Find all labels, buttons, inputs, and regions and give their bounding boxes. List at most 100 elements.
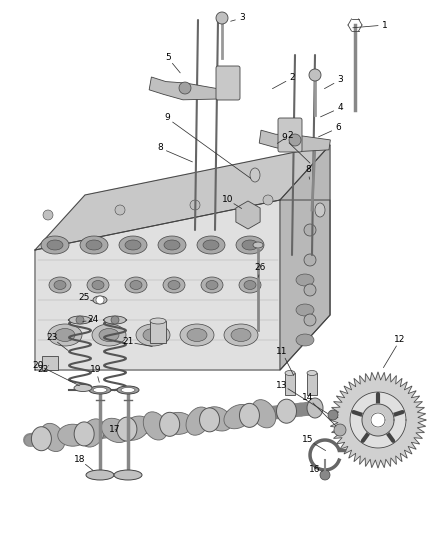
Circle shape: [304, 314, 316, 326]
Text: 15: 15: [302, 435, 314, 445]
Ellipse shape: [197, 236, 225, 254]
Text: 3: 3: [337, 76, 343, 85]
Ellipse shape: [204, 407, 232, 431]
Ellipse shape: [101, 418, 130, 442]
FancyBboxPatch shape: [216, 66, 240, 100]
Ellipse shape: [186, 407, 210, 435]
FancyBboxPatch shape: [278, 118, 302, 152]
Ellipse shape: [244, 280, 256, 289]
Ellipse shape: [251, 400, 276, 428]
Ellipse shape: [158, 236, 186, 254]
Ellipse shape: [296, 334, 314, 346]
Ellipse shape: [239, 277, 261, 293]
Text: 2: 2: [289, 74, 295, 83]
Ellipse shape: [285, 370, 295, 376]
Text: 9: 9: [164, 114, 170, 123]
Ellipse shape: [93, 296, 107, 304]
Ellipse shape: [168, 280, 180, 289]
Ellipse shape: [250, 168, 260, 182]
Text: 8: 8: [157, 143, 163, 152]
Ellipse shape: [203, 240, 219, 250]
Text: 5: 5: [165, 53, 171, 62]
Ellipse shape: [125, 277, 147, 293]
Text: 25: 25: [78, 294, 90, 303]
Circle shape: [216, 12, 228, 24]
Ellipse shape: [81, 419, 105, 447]
Ellipse shape: [143, 328, 163, 342]
Ellipse shape: [32, 427, 51, 451]
Circle shape: [328, 410, 338, 420]
Text: 1: 1: [382, 20, 388, 29]
Ellipse shape: [69, 316, 91, 324]
Ellipse shape: [130, 280, 142, 289]
Polygon shape: [362, 404, 394, 436]
Circle shape: [304, 224, 316, 236]
Text: 21: 21: [122, 337, 134, 346]
Ellipse shape: [187, 328, 207, 342]
Ellipse shape: [224, 405, 252, 429]
Ellipse shape: [136, 324, 170, 346]
Ellipse shape: [89, 386, 111, 394]
Ellipse shape: [201, 277, 223, 293]
Ellipse shape: [231, 328, 251, 342]
Polygon shape: [350, 392, 406, 448]
Ellipse shape: [117, 417, 137, 441]
Ellipse shape: [315, 203, 325, 217]
Ellipse shape: [47, 240, 63, 250]
Bar: [307, 373, 317, 395]
Ellipse shape: [117, 386, 139, 394]
Text: 6: 6: [335, 124, 341, 133]
Ellipse shape: [276, 399, 297, 423]
Ellipse shape: [296, 304, 314, 316]
Text: 8: 8: [305, 166, 311, 174]
Ellipse shape: [114, 470, 142, 480]
Ellipse shape: [206, 280, 218, 289]
Circle shape: [111, 316, 119, 324]
Circle shape: [334, 424, 346, 436]
Ellipse shape: [74, 422, 94, 446]
Ellipse shape: [307, 398, 323, 418]
Ellipse shape: [159, 413, 180, 437]
Text: 9: 9: [281, 133, 287, 142]
Text: 12: 12: [394, 335, 406, 344]
Ellipse shape: [58, 424, 88, 446]
Text: 17: 17: [109, 425, 121, 434]
Ellipse shape: [93, 387, 107, 392]
Ellipse shape: [296, 274, 314, 286]
Ellipse shape: [164, 240, 180, 250]
Ellipse shape: [41, 236, 69, 254]
Ellipse shape: [54, 280, 66, 289]
Ellipse shape: [307, 370, 317, 376]
Ellipse shape: [143, 412, 167, 440]
Circle shape: [304, 254, 316, 266]
Circle shape: [190, 200, 200, 210]
Ellipse shape: [240, 403, 259, 427]
Bar: [150, 321, 166, 343]
Text: 26: 26: [254, 263, 266, 272]
Polygon shape: [330, 372, 426, 468]
Polygon shape: [259, 130, 330, 152]
Text: 19: 19: [90, 366, 102, 375]
Ellipse shape: [92, 280, 104, 289]
Ellipse shape: [74, 384, 92, 392]
Circle shape: [304, 284, 316, 296]
Ellipse shape: [92, 324, 126, 346]
Text: 23: 23: [46, 334, 58, 343]
Polygon shape: [280, 145, 330, 370]
Text: 13: 13: [276, 381, 288, 390]
Text: 11: 11: [276, 348, 288, 357]
Ellipse shape: [125, 240, 141, 250]
Ellipse shape: [121, 387, 135, 392]
Circle shape: [76, 316, 84, 324]
Bar: [42, 356, 58, 370]
Polygon shape: [371, 413, 385, 427]
Circle shape: [179, 82, 191, 94]
Ellipse shape: [200, 408, 219, 432]
Circle shape: [115, 205, 125, 215]
Circle shape: [43, 210, 53, 220]
Ellipse shape: [119, 236, 147, 254]
Polygon shape: [149, 77, 220, 100]
Text: 14: 14: [302, 393, 314, 402]
Ellipse shape: [86, 470, 114, 480]
Text: 4: 4: [337, 103, 343, 112]
